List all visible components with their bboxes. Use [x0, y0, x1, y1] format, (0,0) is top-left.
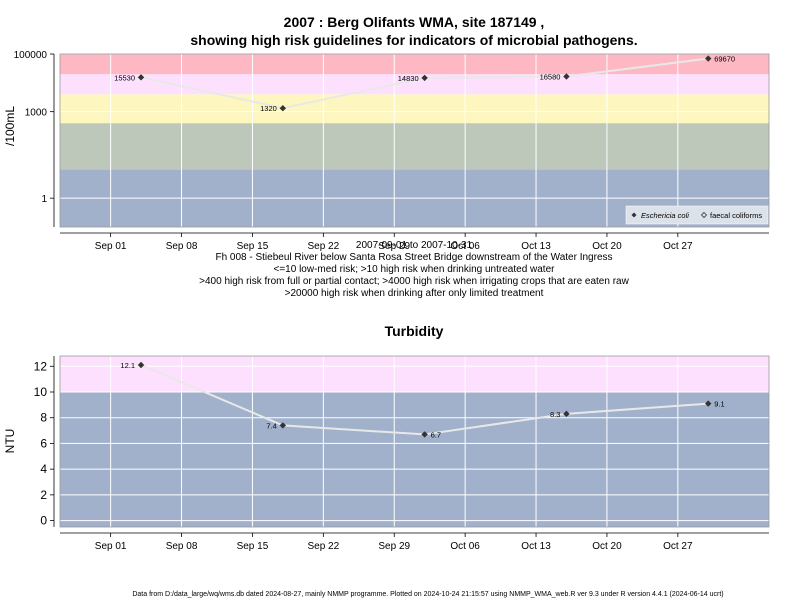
chart0-data-point-4: [705, 55, 712, 62]
chart0-data-label-3: 16580: [540, 73, 561, 82]
chart2-plot-area: 12.1 7.4 6.7 8.3 9.1: [59, 355, 770, 528]
chart1-y-axis-label: /100mL: [3, 106, 17, 146]
legend-faecal-marker-icon: [700, 211, 708, 219]
chart0-data-point-2: [421, 74, 428, 82]
chart2-axes: Sep 01 Sep 08 Sep 15 Sep 22 Sep 29 Oct 06 Oct …: [34, 356, 769, 552]
chart0-frame: [59, 53, 770, 228]
chart1-data-point-3: [563, 410, 570, 418]
chart1-y-tick-label-5: 10: [34, 385, 48, 399]
footer-note: Data from D:/data_large/wq/wms.db dated …: [132, 591, 723, 598]
chart1-legend: Eschericia coli faecal coliforms: [625, 205, 769, 225]
chart1-title-line1: 2007 : Berg Olifants WMA, site 187149 ,: [284, 14, 545, 30]
chart2-y-axis-label: NTU: [3, 429, 17, 454]
chart0-risk-band-3: [60, 74, 769, 95]
chart1-caption-site: Fh 008 - Stiebeul River below Santa Rosa…: [215, 252, 612, 263]
chart1-x-tick-label-4: Sep 29: [378, 541, 410, 552]
chart0-x-tick-label-1: Sep 08: [166, 241, 198, 252]
chart0-data-label-1: 1320: [260, 104, 277, 113]
chart0-y-tick-label-2: 100000: [14, 50, 48, 61]
chart1-caption-line1: <=10 low-med risk; >10 high risk when dr…: [274, 264, 556, 275]
legend-faecal-label: faecal coliforms: [710, 211, 762, 220]
chart0-risk-band-2: [60, 94, 769, 124]
chart1-x-tick-label-1: Sep 08: [166, 541, 198, 552]
chart1-x-tick-label-2: Sep 15: [237, 541, 269, 552]
chart1-caption-line3: >20000 high risk when drinking after onl…: [285, 288, 544, 299]
chart0-x-tick-label-3: Sep 22: [307, 241, 339, 252]
chart0-y-tick-label-0: 1: [41, 194, 47, 205]
chart1-data-label-4: 9.1: [714, 400, 724, 409]
chart0-risk-band-1: [60, 123, 769, 170]
chart1-title-line2: showing high risk guidelines for indicat…: [190, 32, 637, 48]
chart1-y-tick-label-6: 12: [34, 359, 48, 373]
legend-ecoli-label: Eschericia coli: [641, 211, 689, 220]
chart0-x-tick-label-4: Sep 29: [378, 241, 410, 252]
chart1-caption-range: 2007-09-01 to 2007-10-31: [356, 240, 473, 251]
chart1-y-tick-label-1: 2: [40, 488, 47, 502]
chart0-x-tick-label-2: Sep 15: [237, 241, 269, 252]
chart1-x-tick-label-0: Sep 01: [95, 541, 127, 552]
chart1-x-tick-label-8: Oct 27: [663, 541, 693, 552]
chart1-data-label-3: 8.3: [550, 410, 560, 419]
chart1-frame: [59, 355, 770, 528]
chart1-data-point-0: [137, 361, 145, 369]
chart0-x-tick-label-8: Oct 27: [663, 241, 693, 252]
chart1-risk-band-1: [60, 356, 769, 392]
chart1-plot-area: 15530 1320 14830 16580 69670: [59, 53, 770, 228]
chart1-x-tick-label-5: Oct 06: [450, 541, 480, 552]
chart0-data-point-1: [279, 104, 287, 112]
chart0-risk-band-4: [60, 54, 769, 75]
chart1-x-tick-label-7: Oct 20: [592, 541, 622, 552]
chart1-data-point-1: [279, 422, 287, 429]
chart1-x-tick-label-3: Sep 22: [307, 541, 339, 552]
chart1-axes: Sep 01 Sep 08 Sep 15 Sep 22 Sep 29 Oct 06 Oct …: [14, 50, 769, 252]
chart1-data-label-0: 12.1: [120, 361, 135, 370]
chart0-data-label-0: 15530: [114, 73, 135, 82]
legend-box: [625, 205, 769, 225]
legend-ecoli-marker-icon: [631, 212, 637, 218]
chart0-data-label-4: 69670: [714, 55, 735, 64]
chart0-x-tick-label-6: Oct 13: [521, 241, 551, 252]
chart0-data-label-2: 14830: [398, 74, 419, 83]
chart1-y-tick-label-4: 8: [40, 411, 47, 425]
chart0-y-tick-label-1: 1000: [25, 108, 48, 119]
chart1-y-tick-label-3: 6: [40, 436, 47, 450]
chart0-data-point-3: [563, 73, 570, 80]
chart1-y-tick-label-0: 0: [40, 514, 47, 528]
chart0-x-tick-label-5: Oct 06: [450, 241, 480, 252]
chart1-risk-band-0: [60, 392, 769, 527]
chart1-x-tick-label-6: Oct 13: [521, 541, 551, 552]
chart1-data-point-4: [705, 400, 712, 407]
chart1-data-label-1: 7.4: [266, 421, 276, 430]
chart1-caption-line2: >400 high risk from full or partial cont…: [199, 276, 629, 287]
chart1-data-label-2: 6.7: [431, 430, 441, 439]
chart0-x-tick-label-7: Oct 20: [592, 241, 622, 252]
chart1-data-point-2: [421, 431, 428, 438]
chart0-x-tick-label-0: Sep 01: [95, 241, 127, 252]
chart0-data-point-0: [137, 74, 145, 81]
chart1-y-tick-label-2: 4: [40, 462, 47, 476]
chart2-title: Turbidity: [385, 323, 444, 339]
